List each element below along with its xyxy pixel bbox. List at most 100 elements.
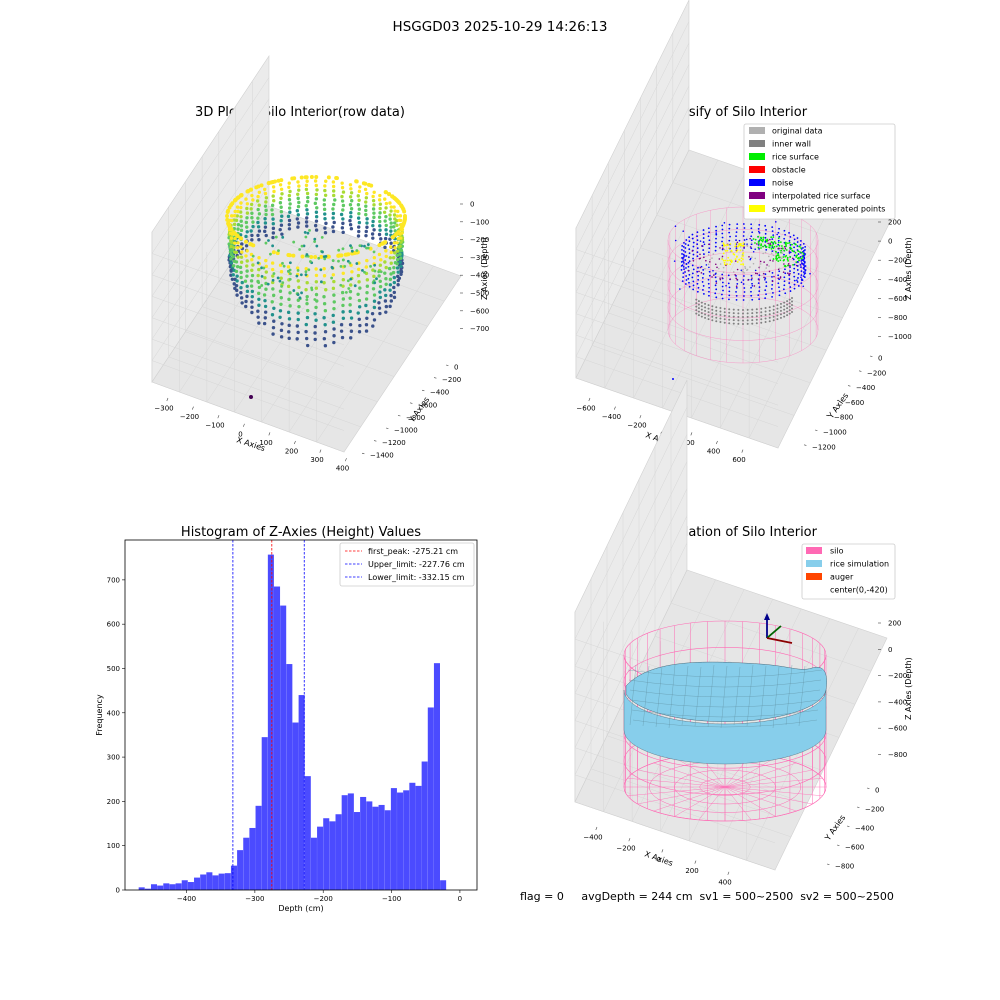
classify-noise-point bbox=[727, 274, 730, 277]
classify-noise-point bbox=[777, 282, 780, 285]
classify-noise-point bbox=[764, 224, 767, 227]
raw-data-point bbox=[245, 294, 249, 299]
classify-original-point bbox=[752, 262, 755, 265]
raw-data-point bbox=[263, 221, 268, 225]
raw-data-point bbox=[339, 253, 344, 258]
raw-data-point bbox=[348, 261, 352, 265]
classify-noise-point bbox=[691, 264, 694, 267]
raw-data-point bbox=[389, 225, 393, 229]
classify-grid-line bbox=[575, 42, 690, 271]
raw-data-point bbox=[233, 236, 237, 241]
raw-data-point bbox=[304, 183, 309, 188]
histogram-bar bbox=[360, 796, 367, 890]
raw-data-grid-line bbox=[151, 360, 345, 431]
classify-interpolated-point bbox=[734, 274, 736, 276]
classify-noise-point bbox=[764, 297, 767, 300]
classify-rice-surface-point bbox=[800, 257, 803, 260]
classify-noise-point bbox=[783, 284, 786, 287]
classify-symmetric-point bbox=[734, 245, 736, 248]
classify-interpolated-point bbox=[786, 272, 789, 274]
raw-data-point bbox=[300, 291, 303, 295]
classify-y-tick-label: 0 bbox=[878, 355, 882, 363]
classify-noise-point bbox=[721, 293, 723, 296]
raw-data-point bbox=[393, 229, 397, 233]
raw-data-point bbox=[278, 309, 283, 313]
raw-data-point bbox=[392, 280, 397, 285]
raw-data-point bbox=[323, 188, 327, 193]
raw-data-y-tick-label: −800 bbox=[406, 414, 425, 422]
classify-noise-point bbox=[715, 237, 717, 240]
raw-data-grid-line bbox=[151, 184, 270, 361]
classify-legend-label: inner wall bbox=[772, 140, 811, 149]
simulation-y-tick-label: −800 bbox=[835, 863, 854, 871]
histogram-bar bbox=[138, 887, 145, 890]
raw-data-point bbox=[341, 297, 346, 301]
classify-inner-wall-point bbox=[772, 319, 775, 322]
classify-interpolated-point bbox=[699, 257, 702, 260]
histogram-bar bbox=[267, 554, 274, 890]
raw-data-point bbox=[239, 219, 243, 223]
classify-rice-surface-point bbox=[782, 256, 785, 258]
simulation-rice-mesh-line bbox=[746, 664, 754, 727]
classify-noise-point bbox=[688, 260, 691, 263]
raw-data-point bbox=[384, 277, 388, 281]
classify-interpolated-point bbox=[711, 276, 713, 278]
classify-noise-point bbox=[714, 249, 717, 252]
classify-noise-point bbox=[789, 290, 792, 292]
raw-data-point bbox=[262, 187, 267, 192]
classify-noise-point bbox=[799, 243, 802, 246]
classify-original-point bbox=[732, 271, 735, 273]
simulation-rice-mesh-line bbox=[798, 665, 806, 727]
raw-data-point bbox=[314, 215, 319, 219]
raw-data-z-tick-label: −500 bbox=[470, 290, 489, 298]
raw-data-point bbox=[257, 212, 262, 216]
classify-interpolated-point bbox=[783, 263, 785, 265]
classify-noise-point bbox=[764, 240, 767, 243]
raw-data-point bbox=[239, 296, 244, 300]
histogram-legend-label: Upper_limit: -227.76 cm bbox=[368, 560, 465, 569]
classify-rice-surface-point bbox=[785, 249, 788, 251]
raw-data-point bbox=[305, 301, 309, 306]
raw-data-point bbox=[389, 293, 393, 298]
simulation-rice-mesh-line bbox=[627, 669, 823, 678]
classify-noise-point bbox=[758, 274, 761, 277]
classify-inner-wall-point bbox=[755, 315, 758, 318]
classify-inner-wall-point bbox=[776, 314, 779, 317]
classify-interpolated-point bbox=[753, 285, 756, 287]
raw-data-point bbox=[383, 190, 388, 195]
raw-data-point bbox=[370, 311, 375, 316]
raw-data-point bbox=[383, 240, 388, 245]
classify-inner-wall-point bbox=[791, 310, 794, 313]
raw-data-point bbox=[323, 193, 328, 197]
raw-data-point bbox=[225, 214, 230, 219]
classify-noise-point bbox=[682, 250, 685, 252]
raw-data-point bbox=[365, 225, 369, 229]
raw-data-point bbox=[371, 194, 375, 199]
classify-noise-point bbox=[792, 234, 795, 237]
raw-data-point bbox=[358, 286, 362, 290]
classify-original-point bbox=[711, 257, 713, 259]
raw-data-grid-line bbox=[151, 120, 270, 297]
simulation-grid-line bbox=[574, 407, 688, 640]
histogram-bar bbox=[403, 790, 410, 890]
classify-rice-surface-point bbox=[765, 246, 767, 248]
raw-data-point bbox=[378, 279, 382, 284]
classify-rice-surface-point bbox=[796, 254, 799, 257]
raw-data-point bbox=[326, 254, 331, 259]
classify-noise-point bbox=[783, 229, 786, 232]
raw-data-point bbox=[349, 244, 352, 248]
raw-data-point bbox=[330, 265, 334, 269]
raw-data-point bbox=[395, 253, 399, 258]
simulation-rice-mesh-line bbox=[629, 664, 637, 726]
classify-interpolated-point bbox=[735, 285, 738, 288]
raw-data-point bbox=[234, 250, 239, 255]
raw-data-point bbox=[332, 327, 336, 331]
classify-noise-point bbox=[697, 266, 699, 269]
classify-rice-surface-point bbox=[779, 241, 782, 244]
raw-data-point bbox=[295, 274, 299, 278]
classify-rice-surface-point bbox=[772, 236, 775, 238]
histogram-bar bbox=[372, 806, 379, 890]
raw-data-point bbox=[397, 245, 401, 249]
classify-inner-wall-point bbox=[779, 313, 782, 316]
classify-noise-point bbox=[774, 221, 777, 223]
